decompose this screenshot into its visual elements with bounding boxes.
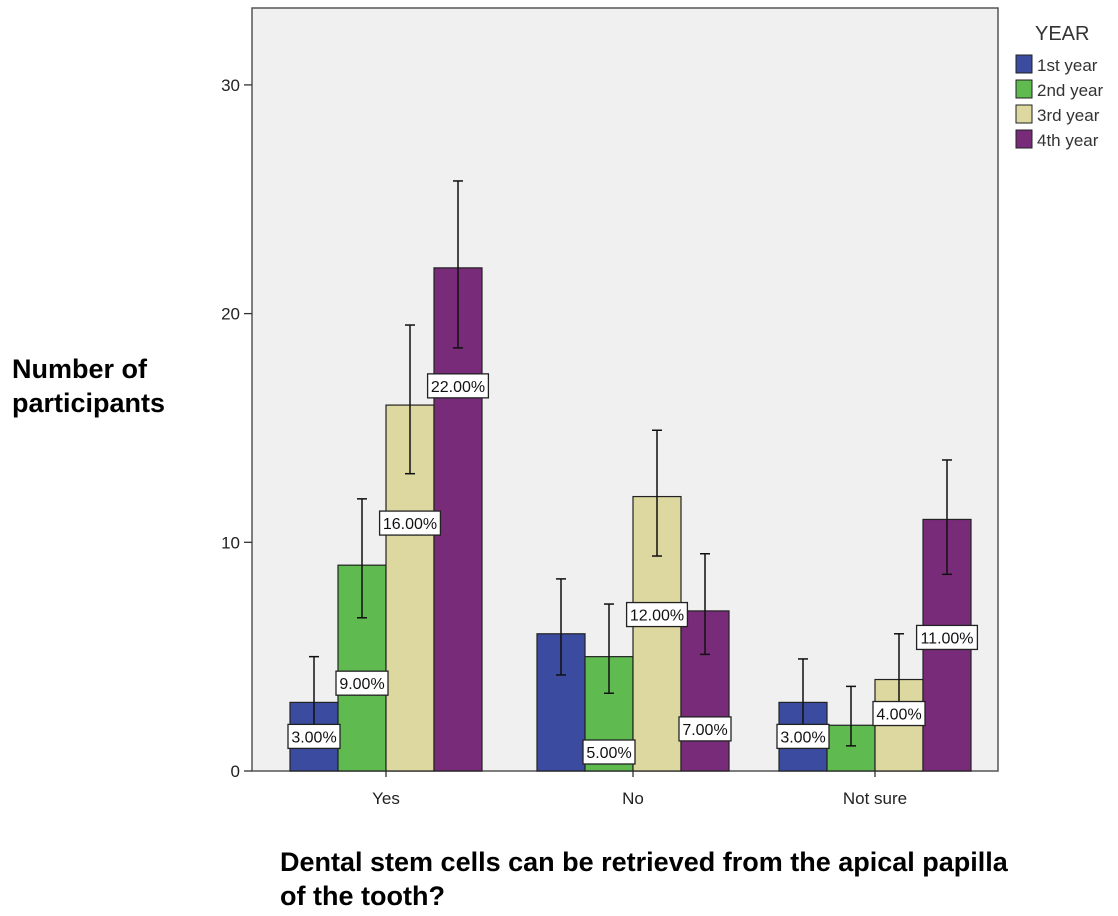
- legend-swatch: [1015, 54, 1033, 74]
- data-label-text: 5.00%: [586, 745, 631, 762]
- legend-label: 1st year: [1037, 56, 1098, 75]
- data-label: 11.00%: [915, 624, 979, 651]
- error-bar: [700, 552, 710, 656]
- error-bar: [405, 324, 415, 475]
- data-label: 7.00%: [678, 716, 732, 742]
- data-label: 12.00%: [625, 601, 689, 628]
- bar-2nd-year-yes: [337, 564, 387, 772]
- bar-3rd-year-no: [632, 495, 682, 772]
- error-bar: [942, 459, 952, 576]
- data-label: 4.00%: [872, 700, 926, 727]
- data-label: 9.00%: [335, 670, 389, 696]
- data-label-box: [678, 716, 732, 742]
- error-bar: [652, 429, 662, 557]
- y-tick-label: 30: [221, 76, 240, 95]
- error-bar: [846, 685, 856, 747]
- data-labels-layer: 3.00% 3.00% 9.00% 5.00% 16.00% 12.00% 4.00% 22.…: [287, 373, 979, 765]
- y-tick-label: 20: [221, 305, 240, 324]
- legend-item: 1st year: [1015, 54, 1098, 75]
- data-label: 5.00%: [582, 739, 636, 765]
- x-tick-label: Not sure: [843, 789, 907, 808]
- data-label-box: [915, 624, 979, 651]
- legend: YEAR 1st year 2nd year 3rd year 4th year: [1015, 23, 1103, 150]
- data-label-text: 11.00%: [920, 630, 973, 647]
- data-label-box: [625, 601, 689, 628]
- error-bar: [556, 578, 566, 676]
- data-label-text: 12.00%: [630, 608, 684, 625]
- legend-label: 3rd year: [1037, 106, 1100, 125]
- data-label: 22.00%: [426, 373, 490, 399]
- legend-item: 2nd year: [1015, 79, 1103, 100]
- legend-swatch: [1015, 79, 1033, 99]
- error-bar: [453, 180, 463, 349]
- x-tick-label: No: [622, 789, 644, 808]
- data-label-text: 9.00%: [339, 676, 384, 693]
- legend-label: 2nd year: [1037, 81, 1103, 100]
- error-bars-layer: [309, 180, 952, 747]
- error-bar: [604, 603, 614, 694]
- data-label-text: 16.00%: [383, 516, 437, 533]
- x-tick-label: Yes: [372, 789, 400, 808]
- data-label-box: [426, 373, 490, 399]
- legend-item: 3rd year: [1015, 104, 1100, 125]
- data-label-text: 4.00%: [876, 707, 921, 724]
- data-label-box: [335, 670, 389, 696]
- error-bar: [357, 498, 367, 619]
- x-axis-label: Dental stem cells can be retrieved from …: [280, 847, 1008, 911]
- data-label-text: 3.00%: [780, 729, 825, 746]
- data-label: 3.00%: [776, 723, 830, 750]
- data-label-text: 3.00%: [291, 729, 336, 746]
- bar-4th-year-yes: [433, 267, 483, 772]
- data-label-box: [776, 723, 830, 750]
- data-label-box: [287, 723, 341, 750]
- data-label-text: 22.00%: [431, 379, 485, 396]
- y-tick-label: 10: [221, 533, 240, 552]
- data-label-text: 7.00%: [682, 722, 727, 739]
- data-label: 3.00%: [287, 723, 341, 750]
- data-label-box: [582, 739, 636, 765]
- legend-label: 4th year: [1037, 131, 1099, 150]
- legend-swatch: [1015, 104, 1033, 124]
- data-label: 16.00%: [378, 510, 442, 536]
- legend-title: YEAR: [1035, 23, 1089, 45]
- data-label-box: [378, 510, 442, 536]
- axis-layer: 0 10 20 30 Yes No Not sure: [221, 76, 907, 808]
- legend-swatch: [1015, 129, 1033, 149]
- y-tick-label: 0: [231, 762, 240, 781]
- legend-item: 4th year: [1015, 129, 1099, 150]
- y-axis-label: Number of participants: [12, 354, 166, 418]
- data-label-box: [872, 700, 926, 727]
